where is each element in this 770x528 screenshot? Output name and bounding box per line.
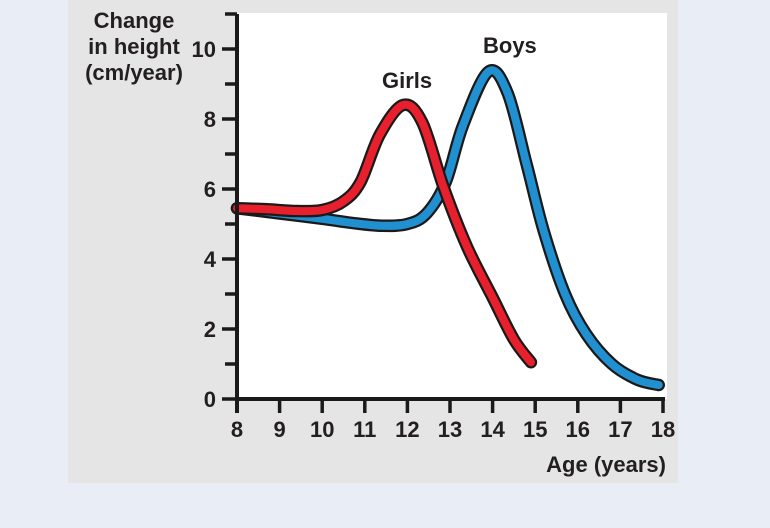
- girls-series-label: Girls: [382, 68, 433, 93]
- x-tick-label: 10: [310, 417, 334, 442]
- y-tick-label: 10: [192, 37, 216, 62]
- y-tick-label: 8: [204, 107, 216, 132]
- y-tick-label: 6: [204, 177, 216, 202]
- y-tick-label: 4: [204, 247, 217, 272]
- x-tick-label: 15: [523, 417, 547, 442]
- x-tick-label: 11: [353, 417, 376, 442]
- y-tick-label: 2: [204, 317, 216, 342]
- x-tick-label: 18: [651, 417, 675, 442]
- boys-series-label: Boys: [483, 33, 537, 58]
- x-tick-label: 9: [273, 417, 285, 442]
- girls-curve: [233, 100, 535, 367]
- x-tick-label: 14: [480, 417, 505, 442]
- x-tick-label: 16: [566, 417, 590, 442]
- x-tick-label: 12: [395, 417, 419, 442]
- x-tick-label: 13: [438, 417, 462, 442]
- y-tick-label: 0: [204, 387, 216, 412]
- x-tick-label: 17: [608, 417, 632, 442]
- x-tick-label: 8: [231, 417, 243, 442]
- boys-curve: [233, 66, 663, 389]
- x-axis-title: Age (years): [546, 452, 666, 477]
- y-axis-title: Change in height (cm/year): [85, 8, 183, 85]
